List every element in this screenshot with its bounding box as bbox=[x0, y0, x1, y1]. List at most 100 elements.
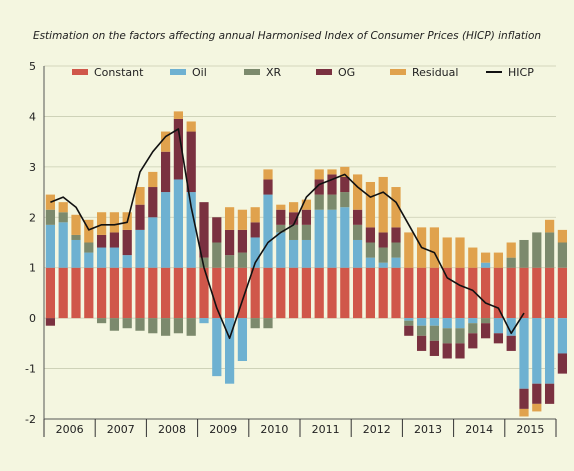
bar-residual bbox=[109, 212, 120, 233]
bar-residual bbox=[429, 227, 440, 268]
bar-constant bbox=[557, 267, 568, 319]
bar-xr bbox=[109, 318, 120, 331]
bar-xr bbox=[212, 242, 222, 268]
bar-residual bbox=[378, 176, 388, 233]
bar-residual bbox=[327, 169, 337, 175]
bar-oil bbox=[148, 217, 158, 268]
bar-oil bbox=[480, 262, 491, 268]
legend-label-hicp: HICP bbox=[508, 66, 534, 79]
x-tick-label: 2009 bbox=[209, 423, 237, 436]
bar-xr bbox=[468, 323, 478, 334]
bar-constant bbox=[250, 267, 260, 319]
bar-og bbox=[224, 229, 235, 256]
bar-constant bbox=[544, 267, 555, 319]
bar-oil bbox=[352, 239, 363, 268]
bar-oil bbox=[301, 239, 312, 268]
bar-constant bbox=[160, 267, 171, 319]
bar-og bbox=[404, 325, 414, 336]
bar-residual bbox=[340, 166, 350, 177]
bar-oil bbox=[122, 255, 132, 268]
bar-xr bbox=[45, 209, 56, 225]
bar-constant bbox=[237, 267, 248, 319]
bar-constant bbox=[224, 267, 235, 319]
bar-oil bbox=[468, 318, 478, 324]
bar-xr bbox=[442, 328, 452, 344]
bar-xr bbox=[250, 318, 260, 329]
bar-og bbox=[416, 335, 427, 351]
bar-constant bbox=[340, 267, 350, 319]
bar-oil bbox=[288, 239, 299, 268]
bar-constant bbox=[199, 267, 209, 319]
bar-xr bbox=[404, 320, 414, 326]
bar-residual bbox=[519, 408, 529, 417]
bar-residual bbox=[186, 121, 196, 132]
bar-xr bbox=[96, 318, 107, 324]
bar-oil bbox=[263, 194, 273, 268]
bar-residual bbox=[288, 202, 299, 213]
bar-og bbox=[237, 229, 248, 253]
bar-constant bbox=[173, 267, 184, 319]
bar-residual bbox=[480, 252, 491, 263]
x-tick-label: 2012 bbox=[363, 423, 391, 436]
bar-og bbox=[455, 343, 465, 359]
legend-swatch-residual bbox=[390, 69, 406, 75]
bar-constant bbox=[378, 267, 388, 319]
bar-residual bbox=[544, 219, 555, 233]
bar-og bbox=[532, 383, 542, 404]
bar-og bbox=[96, 234, 107, 248]
bar-xr bbox=[378, 247, 388, 263]
bar-oil bbox=[160, 192, 171, 268]
bar-xr bbox=[199, 257, 209, 268]
bar-residual bbox=[96, 212, 107, 235]
bar-oil bbox=[404, 318, 414, 321]
bar-xr bbox=[327, 194, 337, 210]
bar-constant bbox=[519, 267, 529, 319]
bar-residual bbox=[58, 202, 68, 213]
bar-og bbox=[45, 318, 56, 326]
bar-xr bbox=[506, 257, 516, 268]
bar-oil bbox=[506, 318, 516, 336]
x-tick-label: 2010 bbox=[260, 423, 288, 436]
bar-og bbox=[468, 333, 478, 349]
bar-oil bbox=[519, 318, 529, 389]
bar-og bbox=[301, 209, 312, 225]
legend-swatch-oil bbox=[170, 69, 186, 75]
bar-og bbox=[493, 333, 504, 344]
bar-xr bbox=[122, 318, 132, 329]
x-tick-label: 2015 bbox=[516, 423, 544, 436]
bar-oil bbox=[199, 318, 209, 324]
x-tick-label: 2011 bbox=[312, 423, 340, 436]
bar-og bbox=[186, 131, 196, 193]
bar-oil bbox=[224, 318, 235, 384]
bar-xr bbox=[224, 255, 235, 268]
bar-og bbox=[429, 340, 440, 356]
bar-residual bbox=[276, 204, 286, 210]
x-tick-label: 2007 bbox=[107, 423, 135, 436]
bar-constant bbox=[263, 267, 273, 319]
bar-xr bbox=[391, 242, 401, 258]
bar-residual bbox=[250, 207, 260, 223]
bar-constant bbox=[493, 267, 504, 319]
bar-xr bbox=[340, 192, 350, 208]
bar-residual bbox=[493, 252, 504, 268]
bar-oil bbox=[186, 192, 196, 268]
bar-xr bbox=[160, 318, 171, 336]
bar-og bbox=[365, 227, 376, 243]
bar-xr bbox=[135, 318, 145, 331]
bar-oil bbox=[109, 247, 120, 268]
bar-og bbox=[212, 217, 222, 243]
bar-oil bbox=[532, 318, 542, 384]
bar-residual bbox=[557, 229, 568, 243]
bar-oil bbox=[173, 179, 184, 268]
bar-constant bbox=[212, 267, 222, 319]
bar-constant bbox=[109, 267, 120, 319]
y-tick-label: 3 bbox=[29, 161, 36, 174]
bar-residual bbox=[160, 131, 171, 152]
bar-residual bbox=[84, 219, 94, 243]
bar-oil bbox=[378, 262, 388, 268]
bar-oil bbox=[327, 209, 337, 268]
bar-og bbox=[276, 209, 286, 225]
bar-constant bbox=[442, 267, 452, 319]
